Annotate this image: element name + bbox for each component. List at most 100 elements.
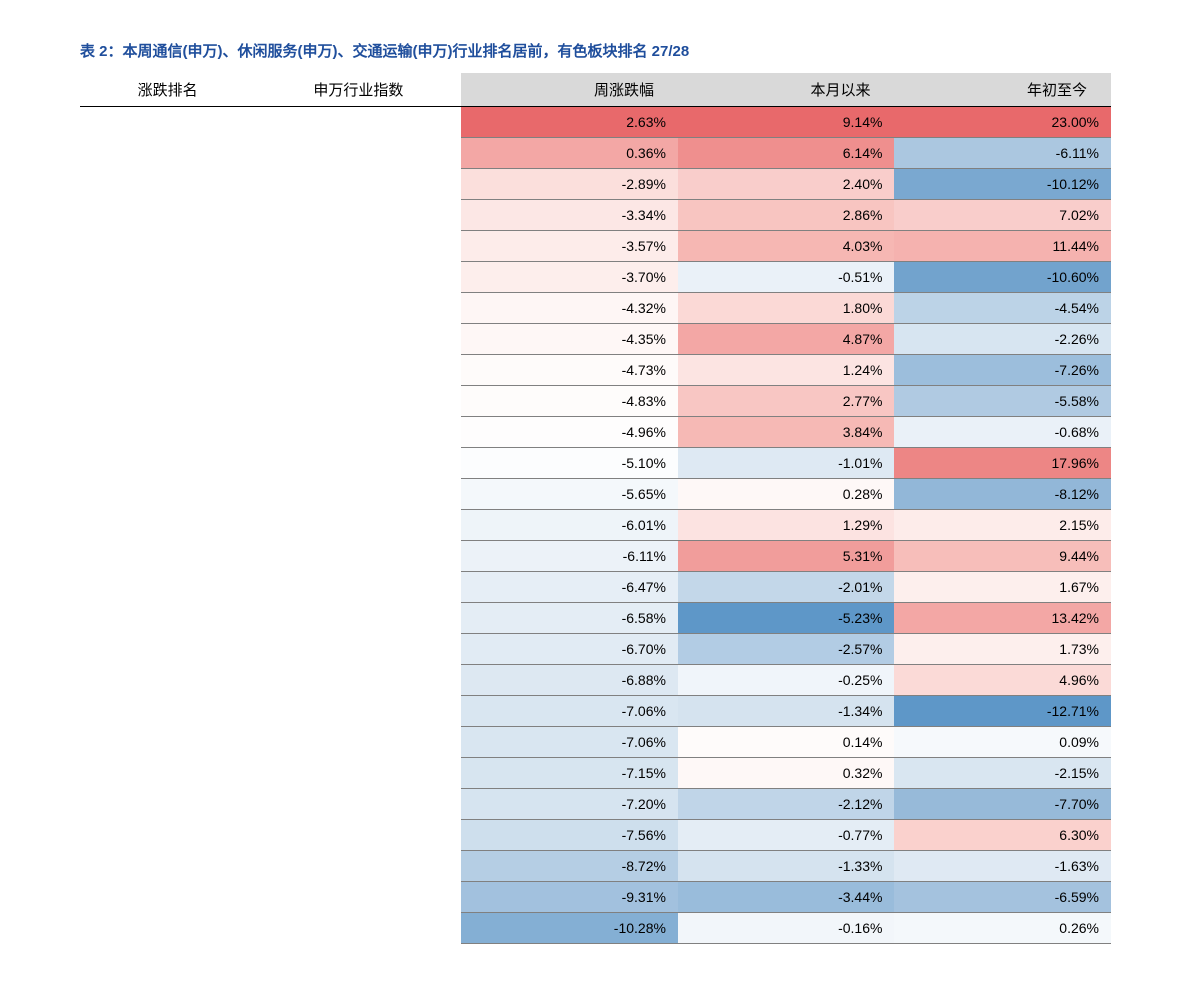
cell-ytd: 23.00% bbox=[894, 107, 1111, 138]
cell-ytd: -12.71% bbox=[894, 696, 1111, 727]
table-row: -9.31%-3.44%-6.59% bbox=[80, 882, 1111, 913]
cell-rank bbox=[80, 479, 255, 510]
cell-weekly: 2.63% bbox=[461, 107, 678, 138]
header-ytd: 年初至今 bbox=[894, 73, 1111, 107]
cell-ytd: 2.15% bbox=[894, 510, 1111, 541]
cell-index bbox=[255, 479, 461, 510]
cell-ytd: 7.02% bbox=[894, 200, 1111, 231]
cell-monthly: -1.33% bbox=[678, 851, 895, 882]
cell-weekly: -6.58% bbox=[461, 603, 678, 634]
cell-weekly: -9.31% bbox=[461, 882, 678, 913]
table-row: -10.28%-0.16%0.26% bbox=[80, 913, 1111, 944]
performance-table: 涨跌排名 申万行业指数 周涨跌幅 本月以来 年初至今 2.63%9.14%23.… bbox=[80, 73, 1111, 944]
cell-monthly: -2.01% bbox=[678, 572, 895, 603]
table-row: -6.01%1.29%2.15% bbox=[80, 510, 1111, 541]
cell-index bbox=[255, 913, 461, 944]
table-row: -6.70%-2.57%1.73% bbox=[80, 634, 1111, 665]
cell-monthly: 1.80% bbox=[678, 293, 895, 324]
cell-weekly: -4.73% bbox=[461, 355, 678, 386]
cell-rank bbox=[80, 820, 255, 851]
cell-index bbox=[255, 324, 461, 355]
table-row: -5.10%-1.01%17.96% bbox=[80, 448, 1111, 479]
cell-monthly: 0.32% bbox=[678, 758, 895, 789]
table-row: 0.36%6.14%-6.11% bbox=[80, 138, 1111, 169]
cell-rank bbox=[80, 634, 255, 665]
cell-weekly: -3.34% bbox=[461, 200, 678, 231]
cell-rank bbox=[80, 324, 255, 355]
header-monthly: 本月以来 bbox=[678, 73, 895, 107]
cell-index bbox=[255, 448, 461, 479]
cell-monthly: 2.77% bbox=[678, 386, 895, 417]
cell-rank bbox=[80, 851, 255, 882]
cell-rank bbox=[80, 417, 255, 448]
cell-index bbox=[255, 603, 461, 634]
header-rank: 涨跌排名 bbox=[80, 73, 255, 107]
cell-index bbox=[255, 293, 461, 324]
cell-index bbox=[255, 417, 461, 448]
table-row: -7.06%-1.34%-12.71% bbox=[80, 696, 1111, 727]
cell-ytd: 1.67% bbox=[894, 572, 1111, 603]
cell-rank bbox=[80, 572, 255, 603]
cell-ytd: -2.26% bbox=[894, 324, 1111, 355]
cell-monthly: 1.24% bbox=[678, 355, 895, 386]
cell-rank bbox=[80, 355, 255, 386]
table-row: -3.34%2.86%7.02% bbox=[80, 200, 1111, 231]
table-row: -4.32%1.80%-4.54% bbox=[80, 293, 1111, 324]
cell-ytd: -0.68% bbox=[894, 417, 1111, 448]
cell-ytd: 0.09% bbox=[894, 727, 1111, 758]
table-row: -4.35%4.87%-2.26% bbox=[80, 324, 1111, 355]
table-row: -8.72%-1.33%-1.63% bbox=[80, 851, 1111, 882]
table-row: -7.15%0.32%-2.15% bbox=[80, 758, 1111, 789]
cell-monthly: -5.23% bbox=[678, 603, 895, 634]
cell-monthly: -0.16% bbox=[678, 913, 895, 944]
cell-monthly: 3.84% bbox=[678, 417, 895, 448]
cell-weekly: -7.06% bbox=[461, 696, 678, 727]
cell-weekly: -6.11% bbox=[461, 541, 678, 572]
cell-index bbox=[255, 510, 461, 541]
cell-weekly: -8.72% bbox=[461, 851, 678, 882]
cell-index bbox=[255, 882, 461, 913]
cell-rank bbox=[80, 665, 255, 696]
cell-index bbox=[255, 727, 461, 758]
cell-rank bbox=[80, 293, 255, 324]
table-row: -7.56%-0.77%6.30% bbox=[80, 820, 1111, 851]
cell-ytd: -8.12% bbox=[894, 479, 1111, 510]
table-row: -6.47%-2.01%1.67% bbox=[80, 572, 1111, 603]
cell-index bbox=[255, 789, 461, 820]
cell-ytd: -10.60% bbox=[894, 262, 1111, 293]
cell-rank bbox=[80, 448, 255, 479]
cell-rank bbox=[80, 541, 255, 572]
cell-monthly: 0.14% bbox=[678, 727, 895, 758]
table-row: -6.58%-5.23%13.42% bbox=[80, 603, 1111, 634]
cell-monthly: -0.77% bbox=[678, 820, 895, 851]
cell-monthly: 1.29% bbox=[678, 510, 895, 541]
cell-rank bbox=[80, 200, 255, 231]
cell-index bbox=[255, 572, 461, 603]
cell-rank bbox=[80, 727, 255, 758]
cell-weekly: -3.57% bbox=[461, 231, 678, 262]
cell-monthly: 2.40% bbox=[678, 169, 895, 200]
cell-monthly: 0.28% bbox=[678, 479, 895, 510]
cell-monthly: -3.44% bbox=[678, 882, 895, 913]
cell-index bbox=[255, 696, 461, 727]
cell-index bbox=[255, 138, 461, 169]
cell-ytd: 9.44% bbox=[894, 541, 1111, 572]
header-weekly: 周涨跌幅 bbox=[461, 73, 678, 107]
table-title: 表 2：本周通信(申万)、休闲服务(申万)、交通运输(申万)行业排名居前，有色板… bbox=[80, 40, 1111, 61]
cell-ytd: 17.96% bbox=[894, 448, 1111, 479]
cell-monthly: -2.12% bbox=[678, 789, 895, 820]
cell-ytd: 4.96% bbox=[894, 665, 1111, 696]
table-row: -3.57%4.03%11.44% bbox=[80, 231, 1111, 262]
cell-ytd: -6.11% bbox=[894, 138, 1111, 169]
cell-weekly: -10.28% bbox=[461, 913, 678, 944]
table-body: 2.63%9.14%23.00%0.36%6.14%-6.11%-2.89%2.… bbox=[80, 107, 1111, 944]
table-row: -6.11%5.31%9.44% bbox=[80, 541, 1111, 572]
cell-monthly: -0.51% bbox=[678, 262, 895, 293]
table-row: -7.20%-2.12%-7.70% bbox=[80, 789, 1111, 820]
cell-rank bbox=[80, 107, 255, 138]
cell-weekly: 0.36% bbox=[461, 138, 678, 169]
table-row: -7.06%0.14%0.09% bbox=[80, 727, 1111, 758]
cell-weekly: -6.88% bbox=[461, 665, 678, 696]
cell-weekly: -7.20% bbox=[461, 789, 678, 820]
cell-ytd: 0.26% bbox=[894, 913, 1111, 944]
